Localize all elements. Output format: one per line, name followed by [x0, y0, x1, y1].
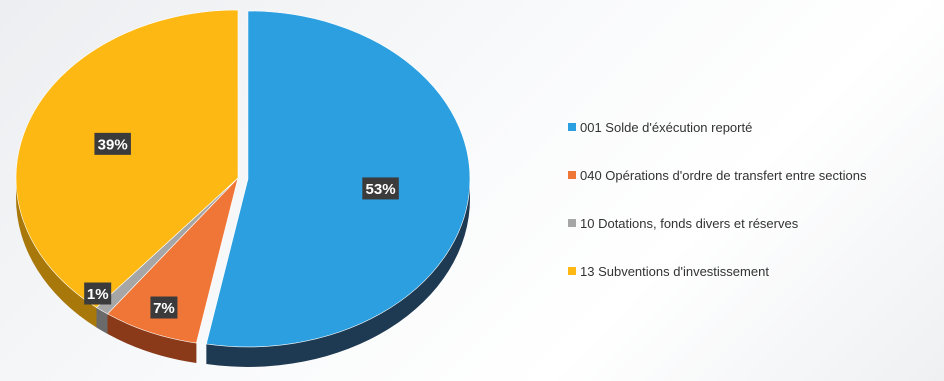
- pie-slice-side: [16, 178, 97, 328]
- legend-item: 10 Dotations, fonds divers et réserves: [568, 214, 866, 232]
- data-label: 39%: [98, 136, 128, 153]
- data-label-box: [150, 296, 178, 319]
- data-label-box: [94, 132, 131, 155]
- pie-slice-side: [107, 313, 197, 364]
- data-label-box: [84, 282, 112, 305]
- legend-swatch: [568, 219, 576, 227]
- legend-label: 001 Solde d'éxécution reporté: [580, 119, 753, 135]
- legend-item: 13 Subventions d'investissement: [568, 262, 866, 280]
- data-label: 53%: [366, 181, 396, 198]
- legend: 001 Solde d'éxécution reporté 040 Opérat…: [568, 118, 866, 310]
- legend-label: 10 Dotations, fonds divers et réserves: [580, 215, 799, 231]
- legend-item: 001 Solde d'éxécution reporté: [568, 118, 866, 136]
- legend-swatch: [568, 123, 576, 131]
- pie-slice: [15, 9, 239, 308]
- data-label: 1%: [87, 286, 109, 303]
- data-label: 7%: [153, 300, 175, 317]
- pie-slice-side: [96, 307, 108, 334]
- legend-item: 040 Opérations d'ordre de transfert entr…: [568, 166, 866, 184]
- pie-slice: [205, 10, 471, 348]
- legend-swatch: [568, 267, 576, 275]
- data-label-box: [362, 177, 399, 200]
- legend-label: 13 Subventions d'investissement: [580, 263, 769, 279]
- pie-slice-side: [206, 178, 470, 367]
- legend-swatch: [568, 171, 576, 179]
- legend-label: 040 Opérations d'ordre de transfert entr…: [580, 167, 867, 183]
